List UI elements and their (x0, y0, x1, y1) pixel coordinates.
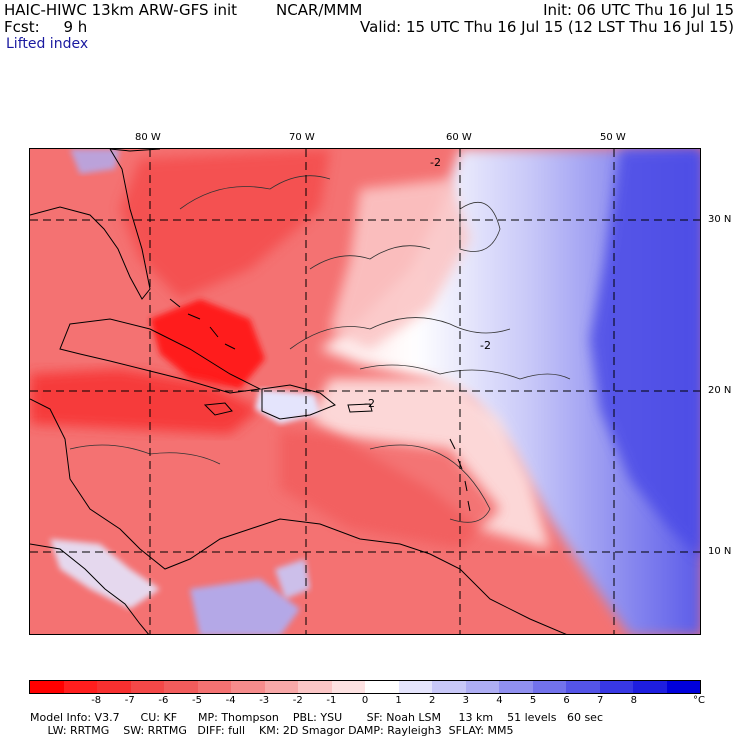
organization-label: NCAR/MMM (276, 1, 363, 19)
bahamas-islands (169, 298, 236, 350)
colorbar-swatch (130, 681, 164, 693)
lifted-index-map[interactable]: -2 -2 -2 (29, 148, 701, 635)
lon-label-50w: 50 W (600, 132, 626, 143)
contour-2 (359, 364, 571, 380)
colorbar-tick-label: 1 (395, 695, 402, 706)
contour-6 (459, 201, 501, 252)
forecast-hour: Fcst: 9 h (4, 18, 88, 36)
puerto-rico-coast (347, 403, 373, 413)
lon-label-60w: 60 W (446, 132, 472, 143)
contour-5 (369, 444, 491, 523)
colorbar-swatch (532, 681, 566, 693)
colorbar-tick-label: -8 (91, 695, 102, 706)
colorbar-tick-label: -4 (225, 695, 236, 706)
colorbar-swatch (197, 681, 231, 693)
field-northwest-core (120, 149, 330, 299)
colorbar-swatch (499, 681, 533, 693)
colorbar-swatch (365, 681, 399, 693)
field-far-east-blue (590, 149, 700, 558)
lon-label-80w: 80 W (135, 132, 161, 143)
field-colombia-blue (190, 579, 300, 634)
colorbar-swatch (599, 681, 633, 693)
contour-4 (179, 175, 331, 210)
colorbar-swatch (666, 681, 700, 693)
contour-1 (289, 317, 511, 350)
colorbar-tick-label: 5 (529, 695, 537, 706)
colorbar-swatch (164, 681, 198, 693)
colorbar-swatch (331, 681, 365, 693)
jamaica-coast (203, 402, 233, 416)
colorbar-tick-label: -3 (259, 695, 270, 706)
model-title: HAIC-HIWC 13km ARW-GFS init (4, 1, 238, 19)
init-time: Init: 06 UTC Thu 16 Jul 15 (543, 1, 734, 19)
field-venezuela-blue (275, 559, 310, 599)
colorbar-tick-label: -6 (158, 695, 169, 706)
contour-labels: -2 -2 -2 (364, 156, 491, 410)
colorbar-swatch (465, 681, 499, 693)
cuba-coast (59, 318, 262, 394)
colorbar-swatch (633, 681, 667, 693)
colorbar-swatch (63, 681, 97, 693)
colorbar-tick-label: 6 (563, 695, 570, 706)
model-info-line1: Model Info: V3.7 CU: KF MP: Thompson PBL… (30, 711, 603, 724)
field-florida-blue (70, 149, 120, 174)
colorbar-swatch (298, 681, 332, 693)
colorbar-unit: °C (693, 695, 705, 706)
contour-label: -2 (480, 339, 491, 352)
colorbar-tick-label: 3 (462, 695, 469, 706)
colorbar-swatch (432, 681, 466, 693)
field-name: Lifted index (6, 36, 89, 52)
lat-label-10n: 10 N (708, 546, 732, 557)
hispaniola-coast (261, 384, 336, 420)
lon-label-70w: 70 W (289, 132, 315, 143)
colorbar-swatch (398, 681, 432, 693)
model-info-line2: LW: RRTMG SW: RRTMG DIFF: full KM: 2D Sm… (30, 724, 514, 737)
valid-time: Valid: 15 UTC Thu 16 Jul 15 (12 LST Thu … (360, 18, 734, 36)
graticule (30, 149, 700, 634)
colorbar-swatch (30, 681, 64, 693)
colorbar-tick-label: 0 (361, 695, 369, 706)
colorbar-swatch (566, 681, 600, 693)
field-north-pale (330, 179, 470, 349)
colorbar-tick-label: -5 (192, 695, 202, 706)
contour-3 (309, 245, 431, 270)
colorbar-swatch (231, 681, 265, 693)
map-canvas: -2 -2 -2 (30, 149, 700, 634)
contour-label: -2 (430, 156, 441, 169)
lat-label-20n: 20 N (708, 385, 732, 396)
contour-label: -2 (364, 397, 375, 410)
colorbar-tick-label: 4 (496, 695, 503, 706)
yucatan-coast (30, 398, 567, 634)
colorbar-tick-label: 2 (429, 695, 436, 706)
colorbar-tick-label: -1 (326, 695, 337, 706)
coastlines (30, 149, 567, 634)
field-south-core (280, 429, 500, 549)
lat-label-30n: 30 N (708, 214, 732, 225)
colorbar-swatch (97, 681, 131, 693)
field-central-america-pale (50, 539, 160, 609)
colorbar-tick-label: 7 (597, 695, 604, 706)
colorbar-tick-label: 8 (630, 695, 637, 706)
colorbar-tick-label: -7 (124, 695, 135, 706)
central-america-coast (30, 543, 149, 634)
colorbar (29, 680, 701, 694)
field-bahamas-core (150, 299, 265, 389)
colorbar-swatch (264, 681, 298, 693)
colorbar-tick-label: -2 (292, 695, 303, 706)
florida-coast (30, 149, 151, 300)
